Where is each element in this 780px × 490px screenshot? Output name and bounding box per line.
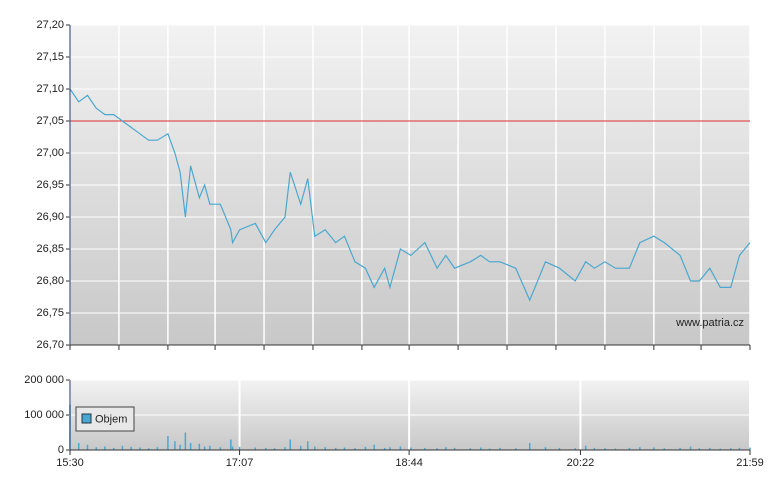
volume-bar (130, 446, 132, 450)
volume-bar (574, 448, 576, 450)
volume-bar (410, 447, 412, 450)
volume-bar (273, 448, 276, 450)
volume-bar (254, 447, 257, 450)
volume-bar (499, 447, 501, 450)
price-line (69, 88, 751, 302)
x-tick-label: 17:07 (226, 457, 254, 469)
y-tick-label: 26,95 (36, 179, 64, 191)
legend-swatch (81, 413, 92, 424)
volume-bar (189, 443, 192, 450)
volume-bar (343, 447, 346, 450)
volume-bar (679, 447, 681, 450)
watermark: www.patria.cz (675, 317, 744, 329)
volume-bar (584, 445, 587, 450)
volume-bar (628, 447, 631, 450)
volume-bar (558, 447, 561, 450)
volume-bar (354, 448, 356, 450)
volume-bar (383, 447, 386, 450)
volume-bar (719, 448, 722, 450)
volume-bar (112, 447, 115, 450)
volume-bar (179, 444, 181, 450)
volume-bar (299, 445, 302, 450)
y-tick-label: 27,05 (36, 115, 64, 127)
volume-bar (445, 447, 447, 450)
volume-bar (184, 432, 187, 450)
volume-bar (709, 447, 711, 450)
y-tick-label: 26,85 (36, 243, 64, 255)
volume-bar (528, 443, 531, 450)
volume-bar (614, 448, 617, 450)
volume-bar (373, 444, 375, 450)
volume-bar (230, 439, 232, 450)
volume-bar (198, 443, 201, 450)
y-tick-label: 27,20 (36, 19, 64, 31)
legend-label: Objem (95, 413, 127, 425)
volume-bar (689, 446, 692, 450)
volume-bar (86, 444, 89, 450)
volume-bar (749, 447, 751, 450)
volume-bar (364, 446, 367, 450)
y-tick-label: 26,80 (36, 275, 64, 287)
volume-bar (139, 447, 141, 450)
y-tick-label: 200 000 (24, 374, 64, 386)
volume-bar (698, 448, 701, 450)
volume-bar (453, 447, 456, 450)
volume-bar (663, 448, 666, 450)
volume-bar (480, 447, 482, 450)
volume-bar (289, 439, 292, 450)
volume-bar (284, 447, 286, 450)
volume-bar (544, 447, 547, 450)
y-tick-label: 26,75 (36, 307, 64, 319)
volume-bar (265, 447, 267, 450)
volume-bar (515, 448, 517, 450)
volume-bar (174, 441, 176, 450)
volume-bar (653, 447, 655, 450)
volume-bar (436, 448, 438, 450)
volume-bar (238, 446, 241, 450)
volume-bar (95, 447, 97, 450)
volume-bar (469, 448, 472, 450)
volume-bar (313, 446, 316, 450)
volume-bar (156, 447, 159, 450)
volume-bar (639, 447, 641, 450)
volume-bar (77, 443, 80, 450)
volume-bar (121, 445, 124, 450)
volume-bar (104, 446, 106, 450)
volume-bar (231, 446, 234, 450)
x-tick-label: 18:44 (395, 457, 423, 469)
volume-bar (147, 448, 150, 450)
y-tick-label: 0 (58, 444, 64, 456)
x-tick-label: 20:22 (567, 457, 595, 469)
volume-bar (209, 445, 211, 450)
x-tick-label: 21:59 (736, 457, 764, 469)
volume-bar (306, 441, 309, 450)
volume-bar (203, 446, 206, 450)
volume-bar (334, 447, 337, 450)
y-tick-label: 27,00 (36, 147, 64, 159)
y-tick-label: 100 000 (24, 409, 64, 421)
volume-bar (424, 447, 426, 450)
volume-bar (219, 447, 222, 450)
volume-bar (738, 447, 741, 450)
volume-bar (730, 448, 732, 450)
y-tick-label: 26,90 (36, 211, 64, 223)
y-tick-label: 26,70 (36, 339, 64, 351)
y-tick-label: 27,15 (36, 51, 64, 63)
volume-bar (399, 446, 402, 450)
volume-bar (324, 447, 326, 450)
volume-bar (389, 447, 391, 450)
y-tick-label: 27,10 (36, 83, 64, 95)
volume-bar (593, 447, 596, 450)
x-tick-label: 15:30 (56, 457, 84, 469)
volume-bar (167, 436, 169, 450)
volume-bar (488, 448, 491, 450)
volume-bar (604, 448, 606, 450)
